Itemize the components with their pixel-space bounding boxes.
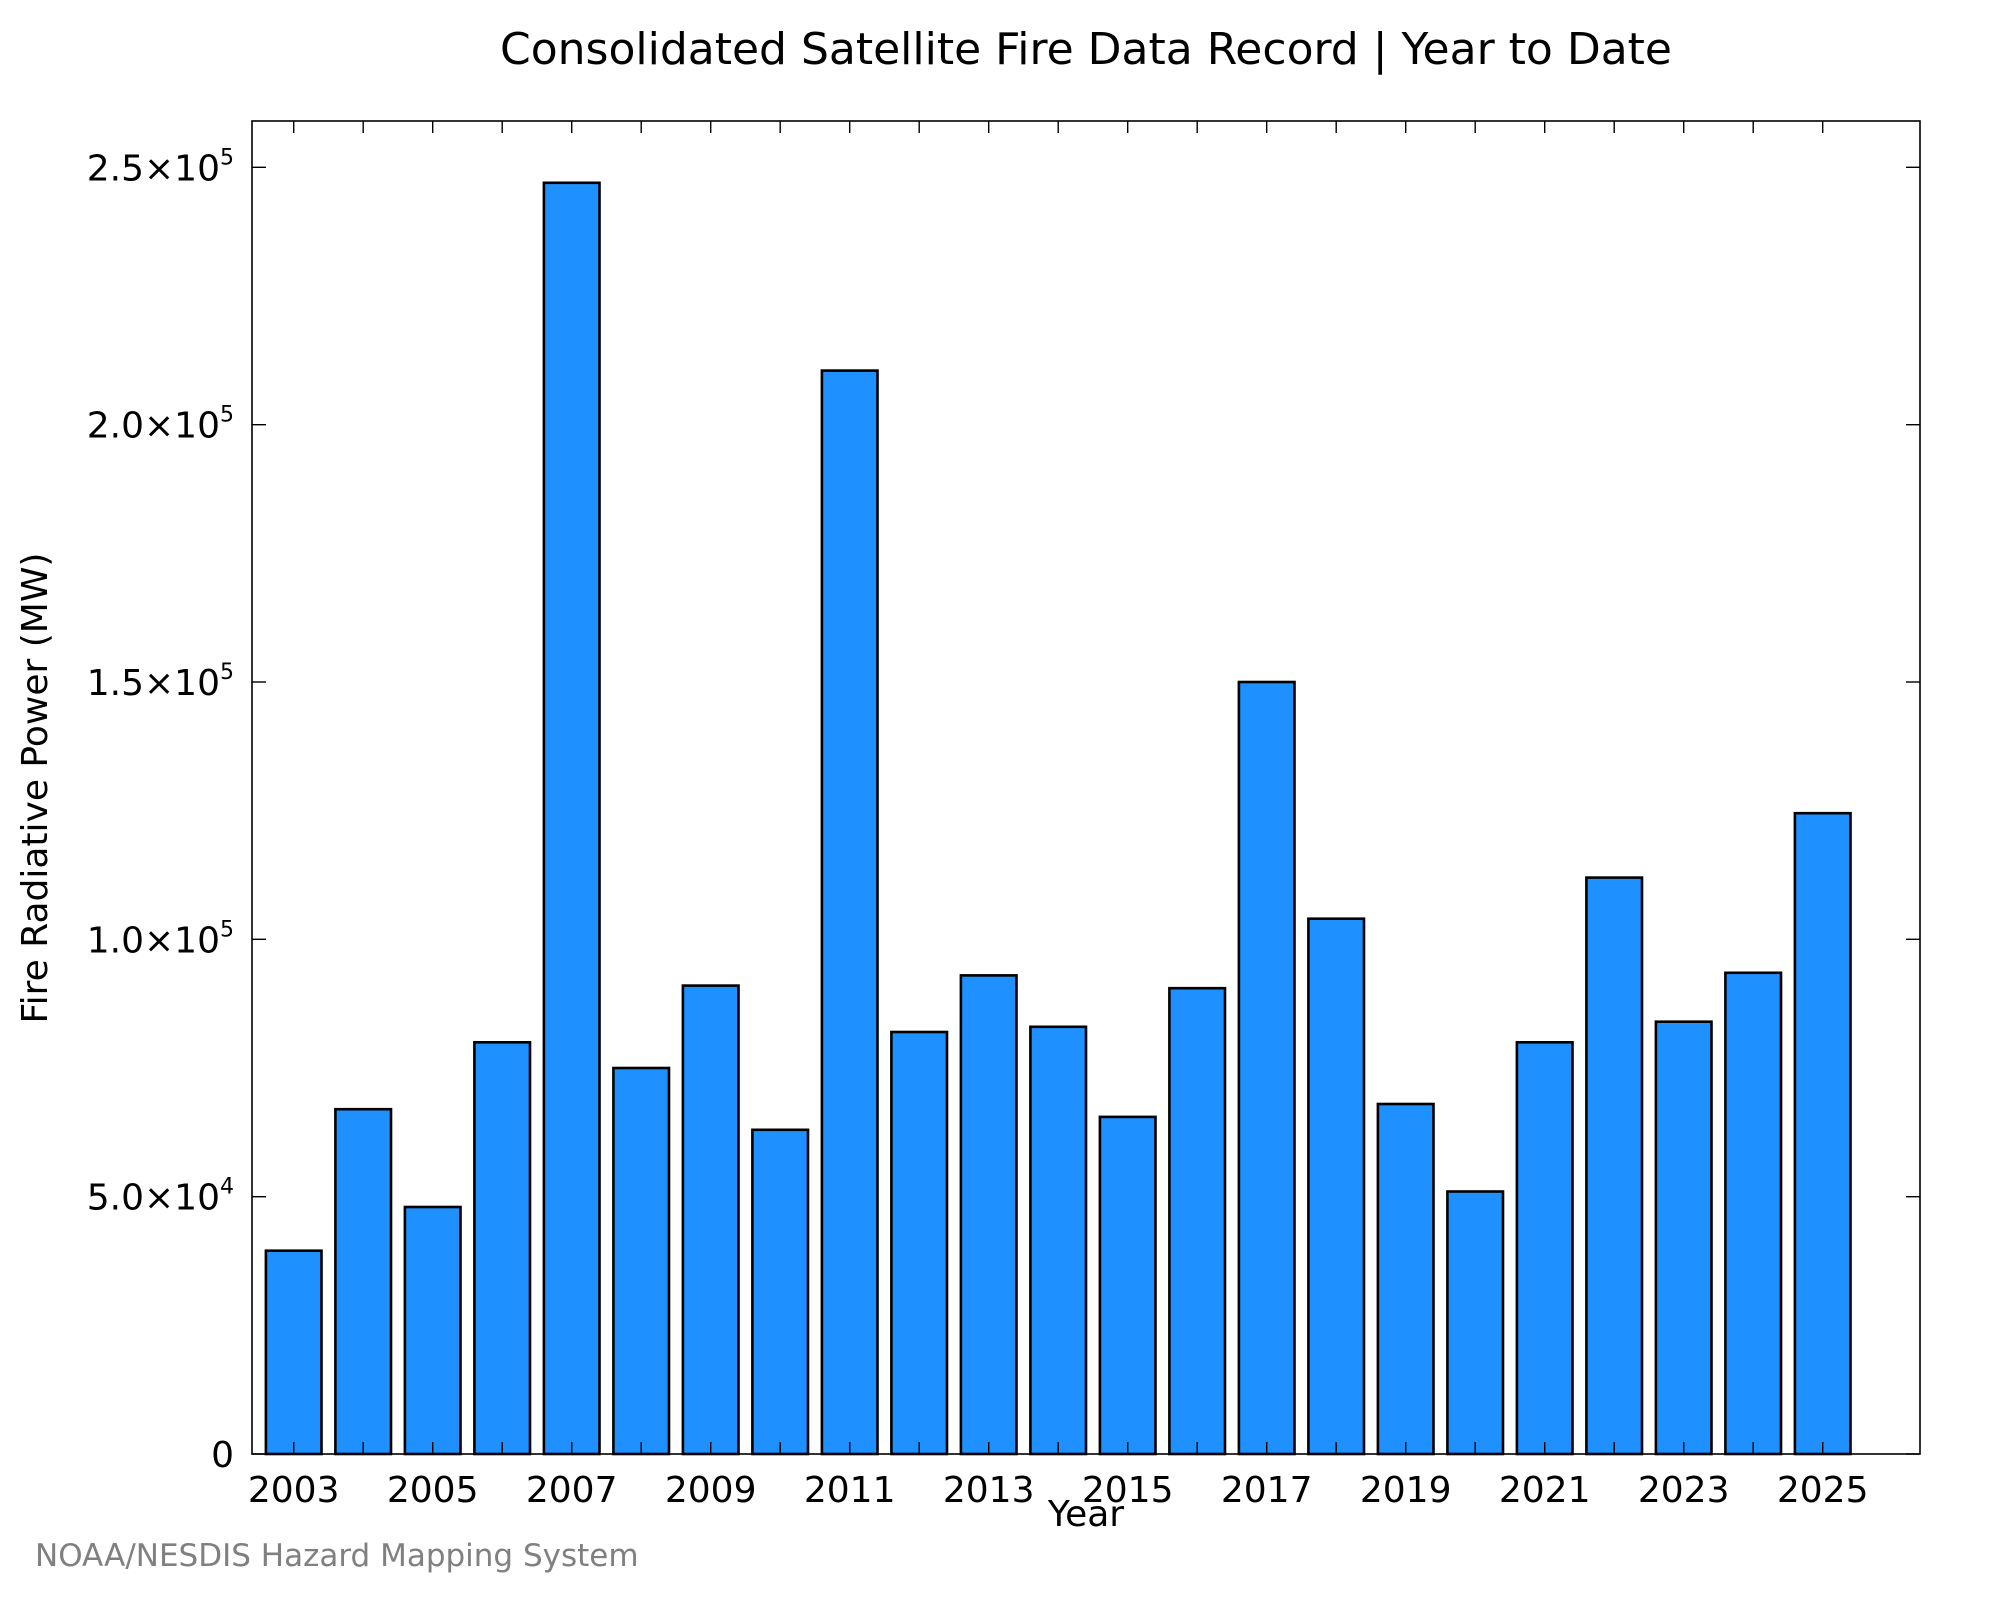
x-tick-label: 2025: [1777, 1470, 1869, 1511]
plot-frame: [251, 120, 1921, 1455]
bar-2015: [1098, 1115, 1157, 1456]
x-tick-label: 2007: [526, 1470, 618, 1511]
y-tick-label: 1.5×105: [87, 660, 234, 704]
bar-2017: [1237, 680, 1296, 1456]
bar-2006: [473, 1041, 532, 1456]
bar-2004: [334, 1107, 393, 1456]
x-tick-label: 2019: [1360, 1470, 1452, 1511]
x-tick-label: 2013: [943, 1470, 1035, 1511]
chart-title: Consolidated Satellite Fire Data Record …: [500, 24, 1672, 75]
x-tick-label: 2009: [665, 1470, 757, 1511]
x-tick-label: 2017: [1221, 1470, 1313, 1511]
credit-text: NOAA/NESDIS Hazard Mapping System: [35, 1538, 639, 1574]
bar-2009: [681, 984, 740, 1456]
x-axis-label: Year: [1047, 1494, 1124, 1535]
bar-2019: [1376, 1102, 1435, 1456]
bar-2008: [612, 1066, 671, 1456]
bar-2024: [1724, 971, 1783, 1456]
x-tick-label: 2003: [248, 1470, 340, 1511]
bar-2011: [820, 369, 879, 1456]
y-tick-label: 1.0×105: [87, 917, 234, 961]
x-tick-label: 2005: [387, 1470, 479, 1511]
y-axis-label: Fire Radiative Power (MW): [15, 553, 56, 1024]
y-tick-label: 0: [211, 1435, 234, 1476]
bar-2007: [542, 181, 601, 1456]
bar-2021: [1515, 1041, 1574, 1456]
bars-group: [264, 181, 1852, 1456]
x-tick-label: 2023: [1638, 1470, 1730, 1511]
x-tick-label: 2011: [804, 1470, 896, 1511]
bar-2018: [1307, 917, 1366, 1456]
bar-2020: [1446, 1190, 1505, 1456]
y-tick-label: 2.0×105: [87, 403, 234, 447]
bar-2005: [403, 1205, 462, 1456]
x-tick-label: 2015: [1082, 1470, 1174, 1511]
bar-2014: [1029, 1025, 1088, 1456]
bar-2025: [1793, 811, 1852, 1456]
bar-2013: [959, 974, 1018, 1456]
bar-2003: [264, 1249, 323, 1456]
ticks-group: 2003 2005 2007 2009 2011 2013 2015 2017 2019 2021…: [87, 121, 1920, 1511]
bar-2010: [751, 1128, 810, 1456]
bar-2023: [1654, 1020, 1713, 1456]
y-tick-label: 5.0×104: [87, 1175, 234, 1219]
y-tick-label: 2.5×105: [87, 145, 234, 189]
bar-2012: [890, 1030, 949, 1456]
x-tick-label: 2021: [1499, 1470, 1591, 1511]
bar-2022: [1585, 876, 1644, 1456]
bar-2016: [1168, 986, 1227, 1456]
